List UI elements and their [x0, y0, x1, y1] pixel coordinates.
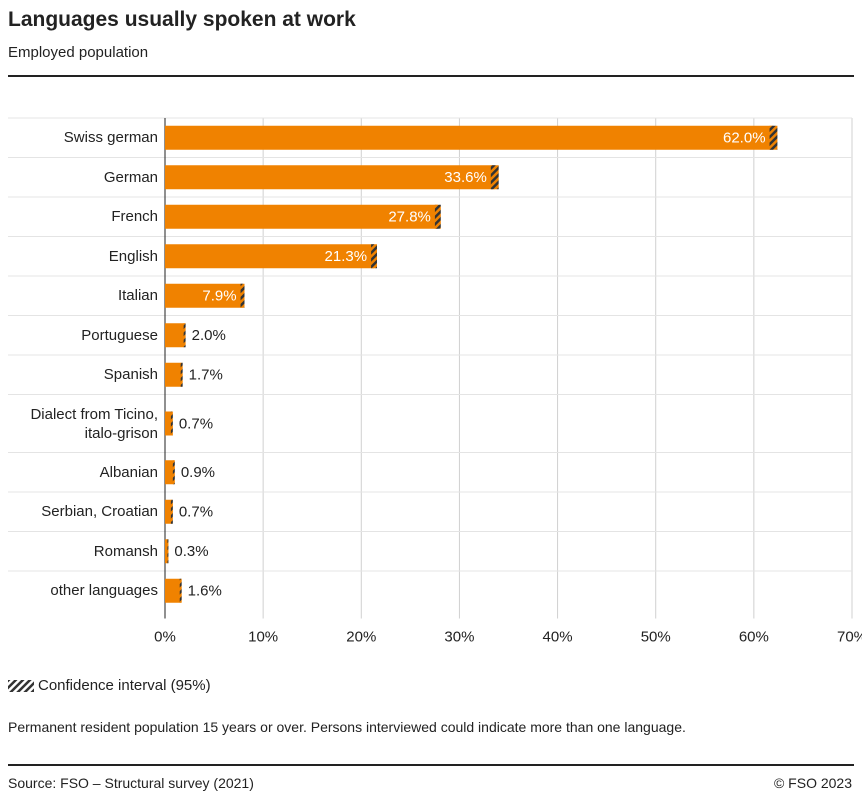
top-rule [8, 75, 854, 77]
bar [165, 125, 774, 150]
legend-label: Confidence interval (95%) [38, 677, 211, 694]
category-label: Portuguese [81, 326, 158, 344]
x-tick-label: 30% [444, 628, 474, 645]
category-label: Swiss german [63, 129, 158, 147]
value-label: 1.6% [188, 583, 222, 600]
bar [165, 539, 168, 564]
category-label: Albanian [99, 463, 158, 481]
legend-swatch [8, 679, 34, 692]
x-tick-label: 40% [543, 628, 573, 645]
value-label: 27.8% [388, 209, 431, 226]
source: Source: FSO – Structural survey (2021) [8, 775, 254, 791]
x-tick-label: 20% [346, 628, 376, 645]
bar [165, 362, 182, 387]
category-label: Italian [117, 287, 158, 305]
category-label: Romansh [93, 542, 158, 560]
error-bar [240, 283, 245, 308]
error-bar [179, 578, 182, 603]
error-bar [769, 125, 778, 150]
bottom-rule [8, 764, 854, 766]
bar [165, 499, 172, 524]
bar [165, 204, 438, 229]
copyright: © FSO 2023 [773, 775, 852, 791]
bar [165, 578, 181, 603]
value-label: 0.7% [179, 415, 213, 432]
category-label: German [103, 168, 158, 186]
bar [165, 165, 495, 190]
value-label: 33.6% [444, 169, 487, 186]
separators [8, 117, 852, 572]
error-bar [180, 362, 183, 387]
category-label: Serbian, Croatian [41, 503, 158, 521]
x-tick-label: 60% [739, 628, 769, 645]
x-tick-label: 50% [641, 628, 671, 645]
category-label: Spanish [103, 366, 158, 384]
grid [164, 118, 853, 619]
bar [165, 460, 174, 485]
value-label: 7.9% [202, 288, 236, 305]
error-bar [490, 165, 499, 190]
bar [165, 244, 375, 269]
value-label: 62.0% [723, 130, 766, 147]
error-bar [371, 244, 377, 269]
x-tick-label: 10% [248, 628, 278, 645]
error-bar [170, 499, 173, 524]
error-bar [172, 460, 175, 485]
chart-subtitle: Employed population [8, 44, 149, 61]
bar [165, 283, 243, 308]
error-bar [434, 204, 441, 229]
category-label: other languages [50, 582, 158, 600]
value-label: 21.3% [325, 248, 368, 265]
note: Permanent resident population 15 years o… [8, 719, 686, 735]
category-label: French [111, 208, 158, 226]
value-label: 0.3% [174, 543, 208, 560]
value-label: 2.0% [192, 327, 226, 344]
category-label: Dialect from Ticino, italo-grison [30, 405, 158, 442]
x-tick-label: 0% [154, 628, 176, 645]
value-label: 1.7% [189, 367, 223, 384]
bar [165, 411, 172, 436]
error-bar [183, 323, 186, 348]
chart-title: Languages usually spoken at work [8, 8, 356, 31]
value-label: 0.7% [179, 504, 213, 521]
error-bar [167, 539, 169, 564]
error-bar [170, 411, 173, 436]
category-label: English [108, 247, 158, 265]
legend: Confidence interval (95%) [8, 677, 211, 694]
x-tick-label: 70% [837, 628, 862, 645]
bar [165, 323, 185, 348]
value-label: 0.9% [181, 464, 215, 481]
